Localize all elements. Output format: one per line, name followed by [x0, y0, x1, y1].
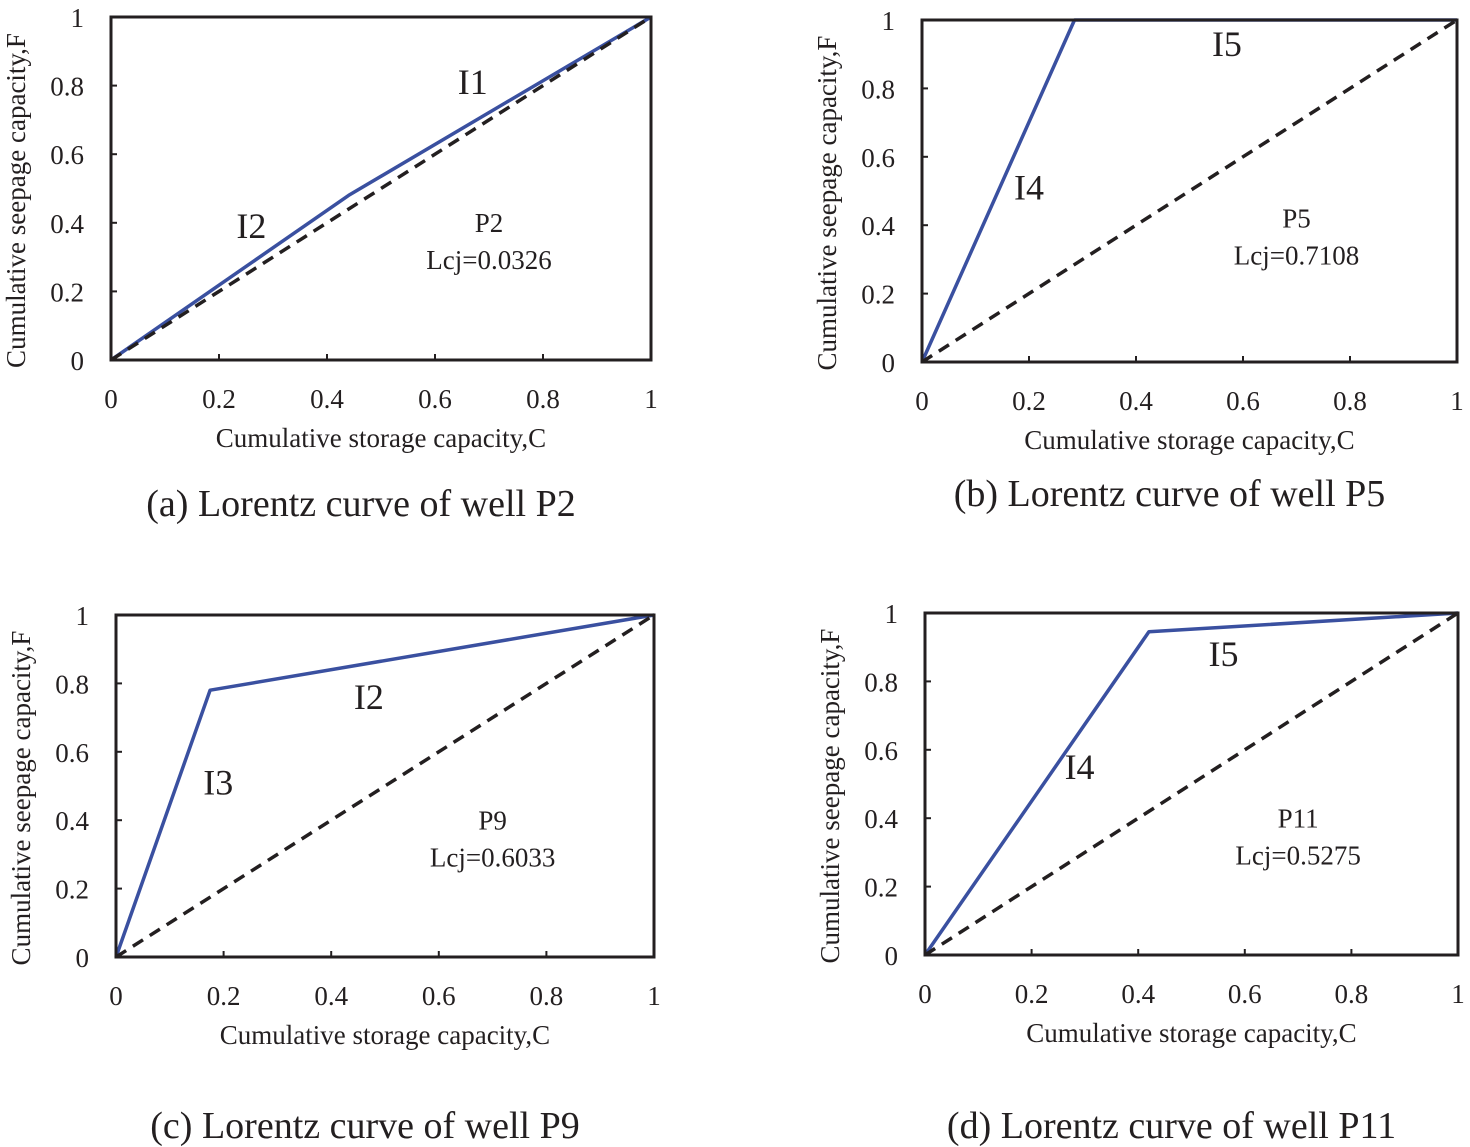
panel-b-x-tick-label: 0.4 — [1119, 386, 1153, 416]
panel-c-equality-line — [115, 613, 655, 959]
panel-a-y-tick-label: 0.8 — [50, 72, 84, 102]
panel-a-caption: (a) Lorentz curve of well P2 — [146, 483, 575, 525]
panel-b-y-axis-title: Cumulative seepage capacity,F — [812, 36, 842, 371]
panel-c-y-tick-label: 0.2 — [55, 875, 89, 905]
panel-b-y-tick-label: 0.6 — [861, 143, 895, 173]
panel-a-x-tick-label: 0.6 — [418, 384, 452, 414]
panel-a-x-tick-label: 0.4 — [310, 384, 344, 414]
panel-b-lorentz-curve — [920, 18, 1457, 363]
panel-d-y-tick-label: 0.6 — [864, 736, 898, 766]
panel-b-y-tick-label: 0.2 — [861, 280, 895, 310]
panel-a-lcj-value: Lcj=0.0326 — [426, 245, 551, 275]
panel-a-y-tick-label: 0.6 — [50, 140, 84, 170]
panel-c-x-axis-title: Cumulative storage capacity,C — [220, 1020, 550, 1050]
panel-b-x-tick-label: 0 — [915, 386, 929, 416]
panel-c-lcj-value: Lcj=0.6033 — [430, 842, 555, 872]
panel-d-y-axis-title: Cumulative seepage capacity,F — [815, 629, 845, 964]
panel-c-x-tick-label: 0.4 — [314, 981, 348, 1011]
panel-d-y-tick-label: 1 — [885, 599, 899, 629]
panel-d-lcj-value: Lcj=0.5275 — [1235, 840, 1360, 870]
panel-a-y-tick-label: 0 — [71, 346, 85, 376]
panel-a-well-name: P2 — [475, 208, 504, 238]
panel-d-segment-label: I5 — [1208, 634, 1238, 674]
panel-c-caption: (c) Lorentz curve of well P9 — [150, 1105, 579, 1147]
panel-d-x-tick-label: 1 — [1451, 979, 1465, 1009]
panel-c-x-tick-label: 0 — [109, 981, 123, 1011]
panel-c-x-tick-label: 0.2 — [207, 981, 241, 1011]
panel-a-x-axis-title: Cumulative storage capacity,C — [216, 423, 546, 453]
panel-b-lcj-value: Lcj=0.7108 — [1234, 241, 1359, 271]
panel-b-equality-line — [921, 18, 1458, 364]
panel-d-x-tick-label: 0 — [918, 979, 932, 1009]
panel-b-x-tick-label: 1 — [1450, 386, 1464, 416]
panel-a-segment-label: I1 — [458, 62, 488, 102]
panel-d-x-tick-label: 0.8 — [1335, 979, 1369, 1009]
panel-c: 0 0.2 0.4 0.6 0.8 1 0 0.2 0.4 0.6 0.8 1 Cumulative s… — [6, 601, 661, 1147]
panel-d-caption: (d) Lorentz curve of well P11 — [947, 1105, 1396, 1147]
panel-c-y-tick-label: 0.8 — [55, 669, 89, 699]
panel-b-x-axis-title: Cumulative storage capacity,C — [1024, 425, 1354, 455]
panel-b: 0 0.2 0.4 0.6 0.8 1 0 0.2 0.4 0.6 0.8 1 Cumulative s… — [812, 6, 1464, 515]
panel-d-y-tick-label: 0.8 — [864, 667, 898, 697]
panel-d-y-tick-label: 0 — [885, 941, 899, 971]
panel-d-y-tick-label: 0.4 — [864, 804, 898, 834]
panel-d-y-tick-label: 0.2 — [864, 873, 898, 903]
panel-d-x-tick-label: 0.6 — [1228, 979, 1262, 1009]
panel-d-segment-label: I4 — [1065, 747, 1095, 787]
panel-c-y-tick-label: 0.4 — [55, 806, 89, 836]
panel-b-y-tick-label: 0.8 — [861, 74, 895, 104]
panel-a-x-tick-label: 0.2 — [202, 384, 236, 414]
panel-b-y-tick-label: 1 — [882, 6, 896, 36]
panel-d-x-tick-label: 0.4 — [1121, 979, 1155, 1009]
panel-b-x-tick-label: 0.6 — [1226, 386, 1260, 416]
panel-d-equality-line — [924, 611, 1459, 957]
panel-a-x-tick-label: 1 — [644, 384, 658, 414]
panel-c-segment-label: I2 — [354, 677, 384, 717]
panel-c-segment-label: I3 — [203, 763, 233, 803]
panel-c-y-axis-title: Cumulative seepage capacity,F — [6, 631, 36, 966]
panel-b-x-tick-label: 0.8 — [1333, 386, 1367, 416]
panel-b-segment-label: I5 — [1212, 24, 1242, 64]
panel-c-y-tick-label: 0.6 — [55, 738, 89, 768]
panel-d: 0 0.2 0.4 0.6 0.8 1 0 0.2 0.4 0.6 0.8 1 Cumulative s… — [815, 599, 1465, 1147]
panel-c-plot-frame — [114, 613, 656, 959]
panel-a-equality-line — [110, 15, 652, 362]
panel-b-caption: (b) Lorentz curve of well P5 — [954, 473, 1386, 515]
panel-c-x-tick-label: 0.6 — [422, 981, 456, 1011]
panel-a: 0 0.2 0.4 0.6 0.8 1 0 0.2 0.4 0.6 0.8 1 Cumulative s… — [1, 3, 658, 525]
panel-a-segment-label: I2 — [236, 206, 266, 246]
panel-a-y-tick-label: 0.2 — [50, 277, 84, 307]
panel-c-lorentz-curve — [114, 613, 655, 958]
panel-a-x-tick-label: 0 — [104, 384, 118, 414]
panel-d-plot-frame — [923, 611, 1460, 957]
panel-a-plot-frame — [109, 15, 653, 362]
panel-a-y-tick-label: 1 — [71, 3, 85, 33]
panel-b-y-tick-label: 0.4 — [861, 211, 895, 241]
panel-d-x-axis-title: Cumulative storage capacity,C — [1026, 1018, 1356, 1048]
panel-b-y-tick-label: 0 — [882, 348, 896, 378]
panel-c-y-tick-label: 0 — [76, 943, 90, 973]
panel-c-y-tick-label: 1 — [76, 601, 90, 631]
panel-a-x-tick-label: 0.8 — [526, 384, 560, 414]
panel-a-y-tick-label: 0.4 — [50, 209, 84, 239]
panel-b-well-name: P5 — [1282, 204, 1311, 234]
panel-c-well-name: P9 — [478, 805, 507, 835]
panel-a-lorentz-curve — [110, 15, 652, 362]
panel-a-y-axis-title: Cumulative seepage capacity,F — [1, 33, 31, 368]
panel-d-x-tick-label: 0.2 — [1015, 979, 1049, 1009]
panel-c-x-tick-label: 1 — [647, 981, 661, 1011]
panel-b-plot-frame — [920, 18, 1459, 364]
panel-d-lorentz-curve — [923, 611, 1459, 956]
panel-d-well-name: P11 — [1278, 803, 1319, 833]
panel-b-segment-label: I4 — [1014, 168, 1044, 208]
panel-b-x-tick-label: 0.2 — [1012, 386, 1046, 416]
panel-c-x-tick-label: 0.8 — [530, 981, 564, 1011]
